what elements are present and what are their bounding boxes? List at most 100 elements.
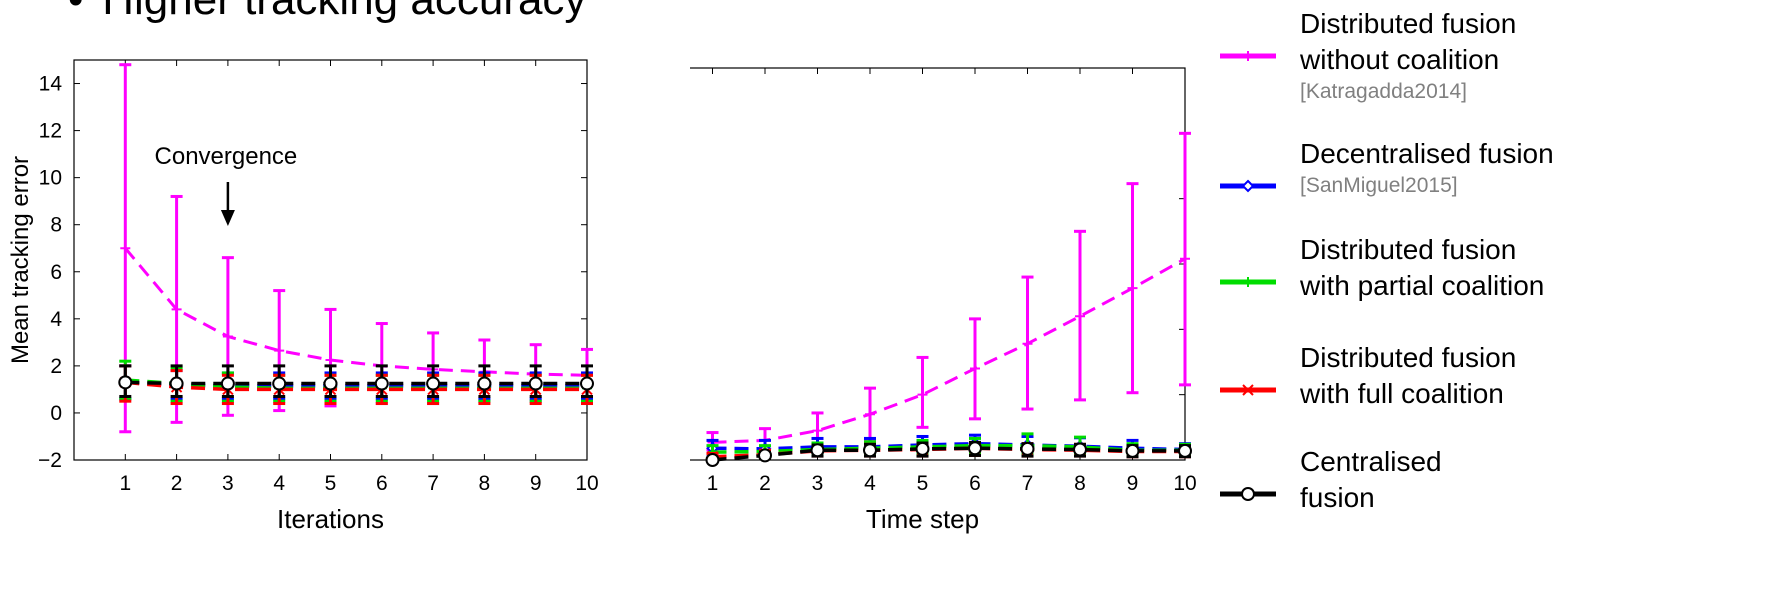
- legend-label-line: Distributed fusion: [1300, 234, 1517, 265]
- data-point: [865, 409, 875, 420]
- y-tick-label: 0: [50, 402, 62, 425]
- data-point: [812, 425, 823, 436]
- x-tick-label: 8: [479, 472, 491, 495]
- x-tick-label: 2: [171, 472, 183, 495]
- data-point: [917, 389, 928, 400]
- data-point: [915, 441, 930, 456]
- legend-label-line: without coalition: [1300, 44, 1500, 75]
- bullet-icon: •: [68, 0, 90, 22]
- legend-reference: [Katragadda2014]: [1300, 80, 1467, 103]
- legend-label-line: fusion: [1300, 482, 1375, 513]
- legend-label: Distributed fusion with partial coalition: [1300, 232, 1544, 304]
- data-point: [220, 376, 235, 391]
- data-point: [1178, 443, 1192, 458]
- data-point: [968, 441, 982, 456]
- data-point: [580, 376, 594, 391]
- series-line: [125, 380, 587, 386]
- legend-label: Centralised fusion: [1300, 444, 1442, 516]
- annotation-label: Convergence: [155, 143, 298, 170]
- y-tick-label: 14: [39, 73, 63, 96]
- x-axis-label: Iterations: [277, 504, 384, 534]
- x-tick-label: 10: [575, 472, 598, 495]
- plot-area: [690, 67, 1186, 461]
- legend-label-line: Distributed fusion: [1300, 8, 1517, 39]
- data-point: [222, 331, 233, 342]
- x-tick-label: 4: [273, 472, 285, 495]
- x-tick-label: 9: [1127, 472, 1139, 495]
- slide-heading-text: Higher tracking accuracy: [102, 0, 586, 24]
- y-tick-label: 4: [50, 308, 62, 331]
- data-point: [970, 363, 980, 374]
- data-point: [374, 376, 389, 391]
- data-point: [863, 443, 877, 458]
- data-point: [272, 376, 287, 391]
- data-point: [705, 453, 720, 467]
- data-point: [1180, 253, 1190, 264]
- legend-label-line: Centralised: [1300, 446, 1442, 477]
- legend-symbol: [1220, 487, 1276, 501]
- legend: Distributed fusion without coalition [Katr…: [1220, 0, 1791, 598]
- legend-label: Decentralised fusion [SanMiguel2015]: [1300, 136, 1554, 200]
- series-line: [125, 380, 587, 392]
- data-point: [323, 376, 338, 391]
- series-line: [712, 446, 1185, 462]
- data-point: [171, 304, 182, 315]
- y-tick-label: 12: [39, 120, 62, 143]
- x-tick-label: 8: [1074, 472, 1086, 495]
- legend-marker: [1242, 384, 1254, 396]
- data-point: [169, 376, 184, 391]
- data-point: [1125, 443, 1140, 458]
- legend-marker: [1241, 179, 1255, 193]
- x-axis-label: Time step: [866, 504, 979, 534]
- x-tick-label: 10: [1173, 472, 1196, 495]
- data-point: [325, 355, 336, 365]
- legend-label-line: Decentralised fusion: [1300, 138, 1554, 169]
- legend-symbol: [1220, 51, 1276, 61]
- data-point: [1127, 283, 1138, 294]
- series-line: [712, 443, 1185, 454]
- y-axis-label: Mean tracking error: [7, 156, 34, 364]
- legend-label: Distributed fusion with full coalition: [1300, 340, 1516, 412]
- y-tick-label: 2: [50, 355, 62, 378]
- legend-label-line: with full coalition: [1300, 378, 1504, 409]
- data-point: [477, 376, 492, 391]
- x-tick-label: 4: [864, 472, 876, 495]
- series-line: [712, 441, 1186, 452]
- legend-marker: [1243, 277, 1253, 287]
- x-tick-label: 3: [812, 472, 824, 495]
- x-tick-label: 2: [759, 472, 771, 495]
- legend-label-line: Distributed fusion: [1300, 342, 1517, 373]
- legend-label-line: with partial coalition: [1300, 270, 1545, 301]
- y-tick-label: −2: [38, 449, 62, 472]
- data-point: [118, 375, 133, 390]
- data-point: [1022, 338, 1033, 349]
- data-point: [758, 448, 772, 463]
- data-point: [1073, 442, 1087, 457]
- x-tick-label: 1: [707, 472, 719, 495]
- data-point: [1020, 441, 1035, 456]
- y-tick-label: 8: [50, 214, 62, 237]
- y-tick-label: 6: [50, 261, 62, 284]
- x-tick-label: 6: [376, 472, 388, 495]
- data-point: [426, 376, 441, 391]
- y-tick-label: 10: [39, 167, 62, 190]
- legend-reference: [SanMiguel2015]: [1300, 174, 1458, 197]
- series-line: [124, 247, 588, 377]
- x-tick-label: 3: [222, 472, 234, 495]
- legend-label: Distributed fusion without coalition [Katr…: [1300, 6, 1516, 106]
- slide-heading: • Higher tracking accuracy: [68, 0, 586, 22]
- x-tick-label: 7: [427, 472, 439, 495]
- chart-time-step: 0123456789100102030405060Time stepMean t…: [690, 67, 1197, 534]
- data-point: [274, 345, 285, 356]
- data-point: [528, 376, 543, 391]
- legend-symbol: [1220, 277, 1276, 287]
- legend-symbol: [1220, 384, 1276, 396]
- x-tick-label: 6: [969, 472, 981, 495]
- x-tick-label: 1: [119, 472, 131, 495]
- legend-marker: [1241, 487, 1255, 501]
- legend-marker: [1243, 51, 1253, 61]
- series-line: [712, 257, 1186, 444]
- data-point: [120, 243, 131, 254]
- x-tick-label: 7: [1022, 472, 1034, 495]
